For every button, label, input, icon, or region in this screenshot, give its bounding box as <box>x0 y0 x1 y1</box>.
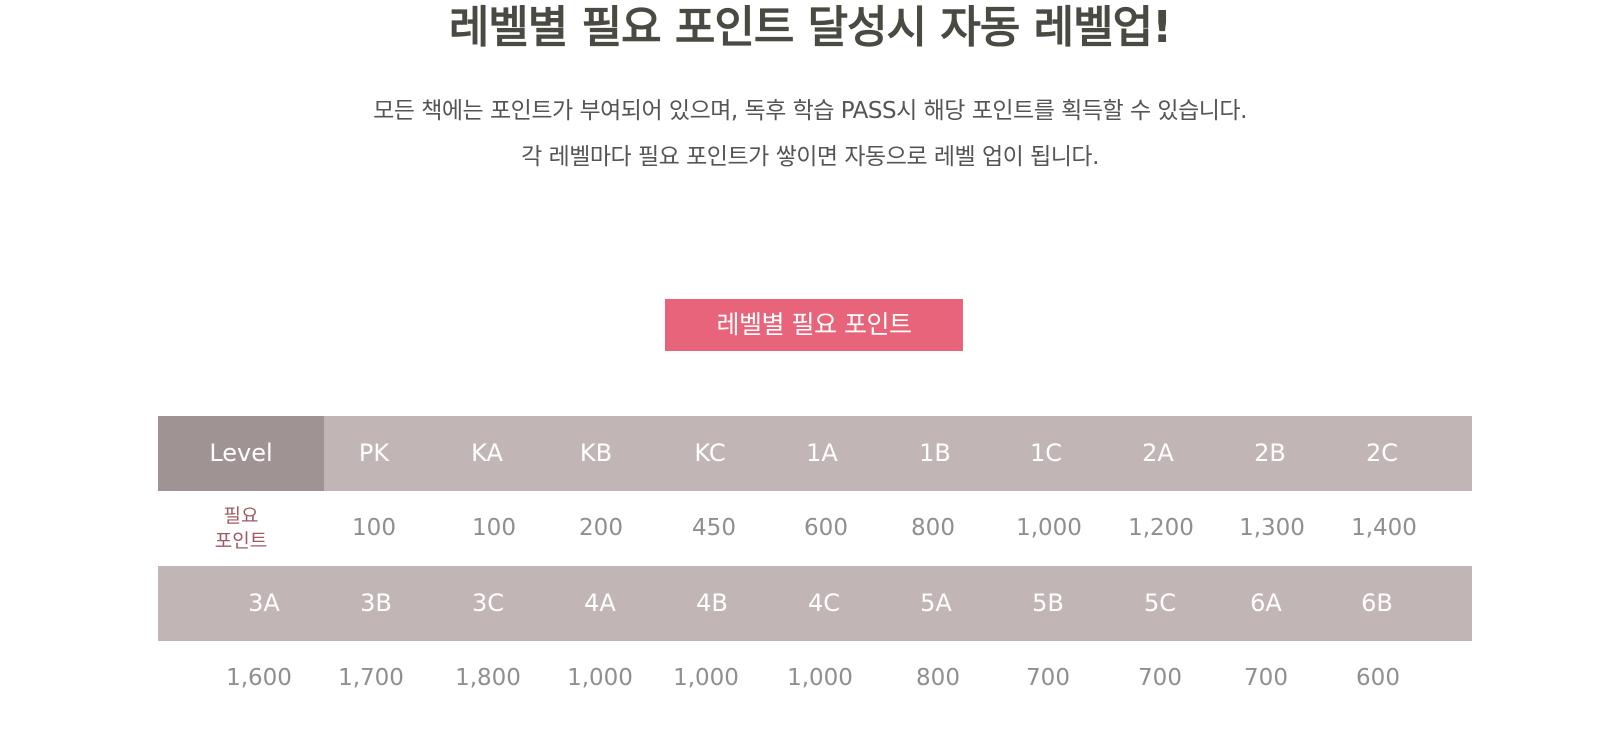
level-cell: PK <box>358 439 390 467</box>
point-cell: 1,400 <box>1351 515 1417 541</box>
level-cell: 5C <box>1143 589 1177 617</box>
point-cell: 200 <box>579 515 623 541</box>
level-cell: 2B <box>1254 439 1286 467</box>
description: 모든 책에는 포인트가 부여되어 있으며, 독후 학습 PASS시 해당 포인트… <box>0 88 1620 180</box>
level-cell: 2C <box>1365 439 1399 467</box>
level-cell: KA <box>471 439 503 467</box>
description-line-2: 각 레벨마다 필요 포인트가 쌓이면 자동으로 레벨 업이 됩니다. <box>521 144 1099 170</box>
level-cell: 1B <box>919 439 951 467</box>
level-cell: 3B <box>360 589 392 617</box>
level-cell: 2A <box>1142 439 1174 467</box>
point-cell: 1,200 <box>1128 515 1194 541</box>
table-row-levels-1: Level PK KA KB KC 1A 1B 1C 2A 2B 2C <box>158 416 1472 491</box>
table-row-points-1: 필요 포인트 100 100 200 450 600 800 1,000 1,2… <box>158 491 1472 566</box>
point-cell: 1,000 <box>673 665 739 691</box>
description-line-1: 모든 책에는 포인트가 부여되어 있으며, 독후 학습 PASS시 해당 포인트… <box>373 98 1247 124</box>
level-header-cell: Level <box>158 416 324 491</box>
level-cell: 4C <box>807 589 841 617</box>
page-title: 레벨별 필요 포인트 달성시 자동 레벨업! <box>448 2 1172 53</box>
point-cell: 1,000 <box>567 665 633 691</box>
level-cell: 6B <box>1361 589 1393 617</box>
points-header-cell: 필요 포인트 <box>158 491 324 566</box>
point-cell: 1,600 <box>226 665 292 691</box>
level-cell: 3C <box>471 589 505 617</box>
point-cell: 1,300 <box>1239 515 1305 541</box>
level-cell: KB <box>579 439 613 467</box>
level-cell: 5B <box>1032 589 1064 617</box>
point-cell: 700 <box>1244 665 1288 691</box>
table-row-points-2: 1,600 1,700 1,800 1,000 1,000 1,000 800 … <box>158 641 1472 716</box>
points-header-line-2: 포인트 <box>214 530 268 552</box>
level-cell: 1A <box>806 439 838 467</box>
level-cell: 1C <box>1029 439 1063 467</box>
point-cell: 700 <box>1138 665 1182 691</box>
point-cell: 800 <box>916 665 960 691</box>
point-cell: 800 <box>911 515 955 541</box>
point-cell: 1,000 <box>787 665 853 691</box>
point-cell: 100 <box>472 515 516 541</box>
level-cell: 4A <box>584 589 616 617</box>
section-badge: 레벨별 필요 포인트 <box>665 299 963 351</box>
level-cell: KC <box>694 439 726 467</box>
level-cell: 3A <box>248 589 280 617</box>
point-cell: 600 <box>1356 665 1400 691</box>
level-cell: 5A <box>920 589 952 617</box>
point-cell: 1,800 <box>455 665 521 691</box>
point-cell: 450 <box>692 515 736 541</box>
level-cell: 4B <box>696 589 728 617</box>
point-cell: 1,000 <box>1016 515 1082 541</box>
level-points-table: Level PK KA KB KC 1A 1B 1C 2A 2B 2C 필요 포… <box>158 416 1472 716</box>
point-cell: 700 <box>1026 665 1070 691</box>
point-cell: 600 <box>804 515 848 541</box>
table-row-levels-2: 3A 3B 3C 4A 4B 4C 5A 5B 5C 6A 6B <box>158 566 1472 641</box>
level-cell: 6A <box>1250 589 1282 617</box>
point-cell: 1,700 <box>338 665 404 691</box>
points-header-line-1: 필요 <box>223 505 259 527</box>
point-cell: 100 <box>352 515 396 541</box>
